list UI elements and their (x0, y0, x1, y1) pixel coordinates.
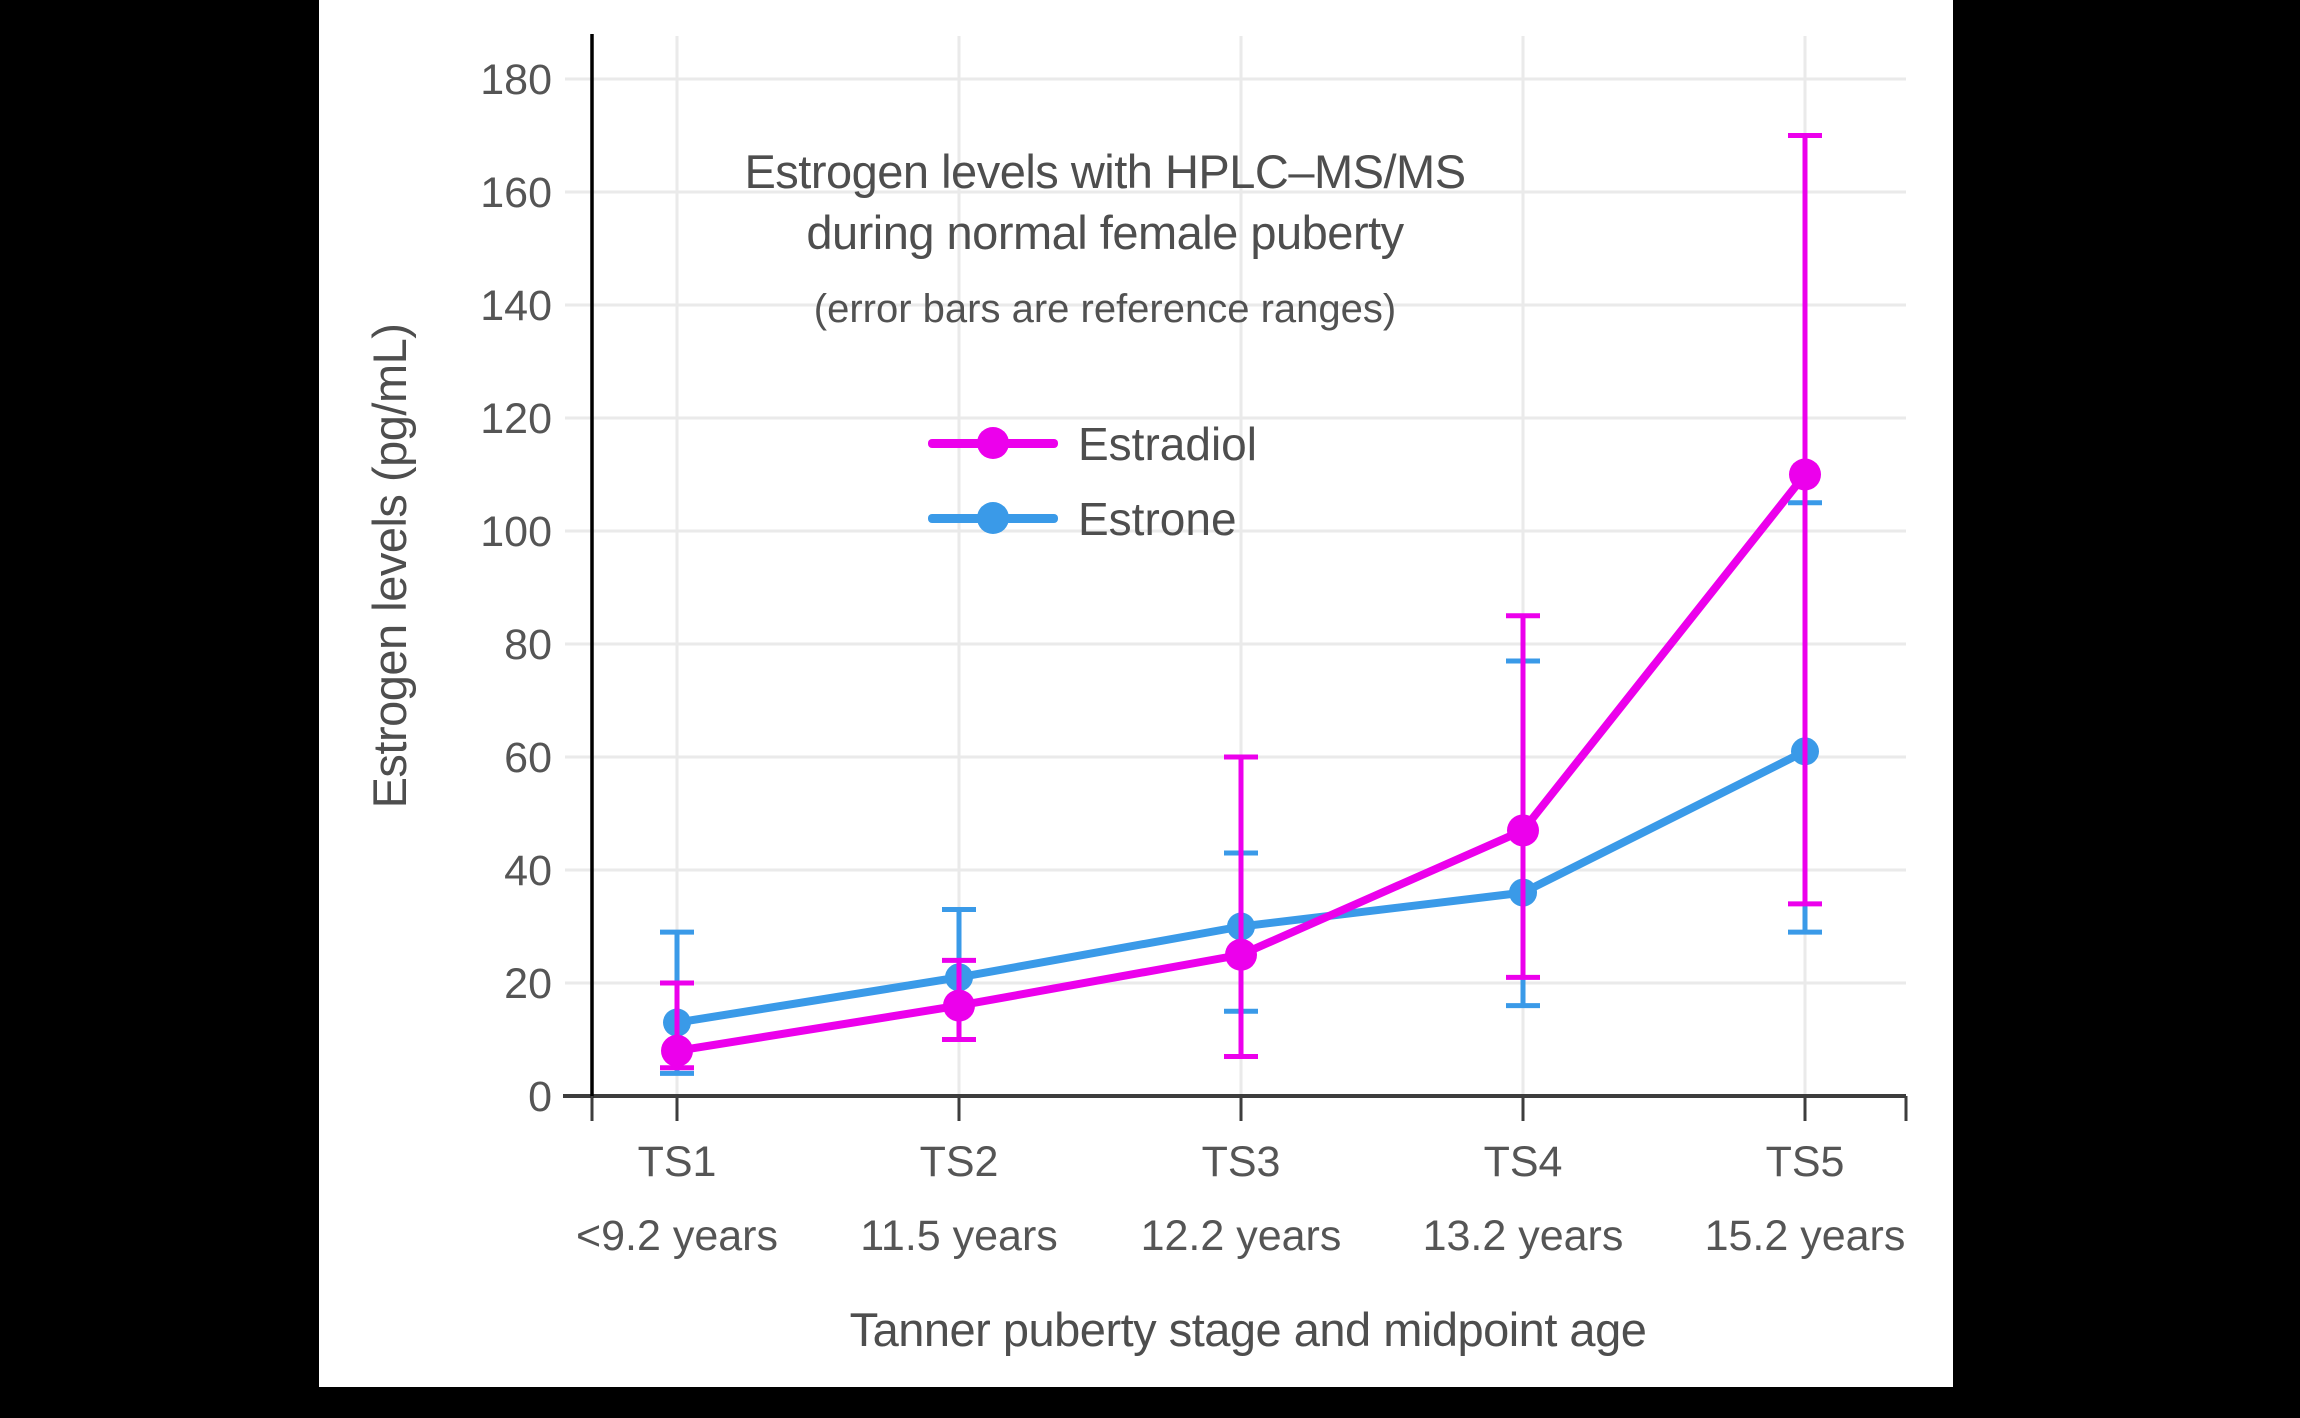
estradiol-point-TS4 (1507, 814, 1539, 847)
chart-subtitle: (error bars are reference ranges) (813, 287, 1397, 331)
y-axis-title: Estrogen levels (pg/mL) (363, 323, 416, 809)
y-tick-label-60: 60 (504, 734, 552, 782)
y-tick-label-0: 0 (528, 1073, 552, 1121)
category-label-TS3: TS3 (1202, 1138, 1281, 1186)
category-age-label-TS5: 15.2 years (1705, 1212, 1906, 1260)
estradiol-point-TS2 (943, 989, 975, 1022)
x-axis-title: Tanner puberty stage and midpoint age (849, 1303, 1647, 1356)
legend-label-estrone: Estrone (1078, 493, 1237, 545)
category-label-TS2: TS2 (920, 1138, 999, 1186)
chart-title-line1: Estrogen levels with HPLC–MS/MS (744, 145, 1466, 198)
estradiol-point-TS1 (661, 1034, 693, 1067)
chart-title-line2: during normal female puberty (806, 206, 1404, 259)
legend-marker-estradiol (977, 427, 1009, 459)
estradiol-point-TS5 (1789, 458, 1821, 491)
category-label-TS1: TS1 (638, 1138, 717, 1186)
y-tick-label-180: 180 (480, 56, 552, 104)
y-tick-label-80: 80 (504, 621, 552, 669)
estradiol-point-TS3 (1225, 938, 1257, 971)
category-age-label-TS3: 12.2 years (1141, 1212, 1342, 1260)
y-tick-label-160: 160 (480, 169, 552, 217)
y-tick-label-40: 40 (504, 847, 552, 895)
category-label-TS5: TS5 (1766, 1138, 1845, 1186)
category-age-label-TS4: 13.2 years (1423, 1212, 1624, 1260)
category-age-label-TS1: <9.2 years (576, 1212, 778, 1260)
y-tick-label-100: 100 (480, 508, 552, 556)
legend-label-estradiol: Estradiol (1078, 418, 1257, 470)
y-tick-label-120: 120 (480, 395, 552, 443)
y-tick-label-20: 20 (504, 960, 552, 1008)
category-age-label-TS2: 11.5 years (860, 1212, 1058, 1260)
legend-marker-estrone (977, 502, 1009, 534)
y-tick-label-140: 140 (480, 282, 552, 330)
category-label-TS4: TS4 (1484, 1138, 1563, 1186)
